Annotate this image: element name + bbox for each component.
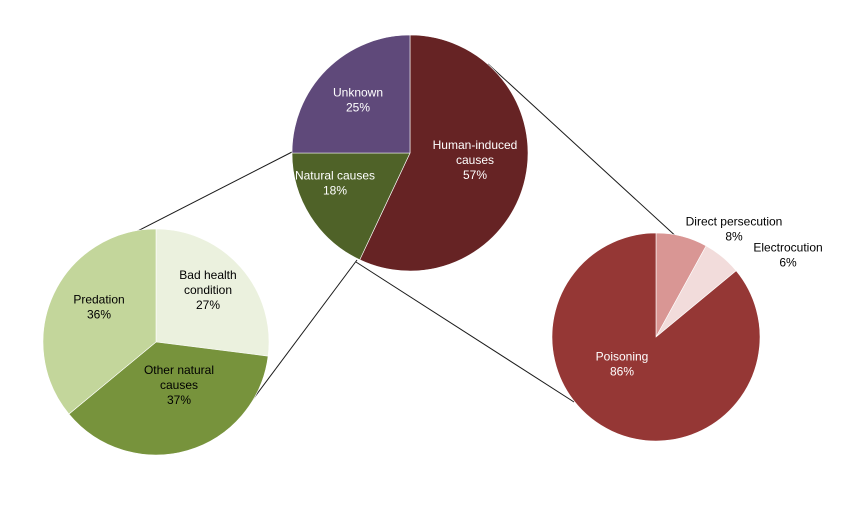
slice-label-human-induced-causes: Human-induced causes 57% [433,138,518,182]
pie-slice-poisoning [551,232,761,442]
pie-slice-other-natural-causes [68,341,269,456]
pie-main: Human-induced causes 57% Natural causes 18% U… [291,34,529,272]
pie-human-breakdown: Direct persecution 8%Electrocution 6% Poiso… [551,215,823,442]
slice-label-predation: Predation 36% [73,293,124,322]
connector-line [487,63,681,241]
slice-label-direct-persecution: Direct persecution 8% [686,215,783,244]
pie-slice-predation [42,228,157,415]
pie-slice-bad-health-condition [155,228,270,357]
slice-label-bad-health-condition: Bad health condition 27% [179,268,236,312]
slice-label-poisoning: Poisoning 86% [596,350,649,379]
connector-lines [123,63,681,411]
connector-line [123,151,293,239]
slice-label-electrocution: Electrocution 6% [753,241,822,270]
connector-line [244,259,358,411]
pie-slice-natural-causes [291,152,411,261]
pie-slice-unknown [291,34,411,154]
slice-label-unknown: Unknown 25% [333,86,383,115]
connector-line [355,261,575,403]
slice-label-natural-causes: Natural causes 18% [295,169,375,198]
pie-slice-human-induced-causes [359,34,529,272]
slice-label-other-natural-causes: Other natural causes 37% [144,363,214,407]
pie-natural-breakdown: Bad health condition 27% Other natural cause… [42,228,270,456]
